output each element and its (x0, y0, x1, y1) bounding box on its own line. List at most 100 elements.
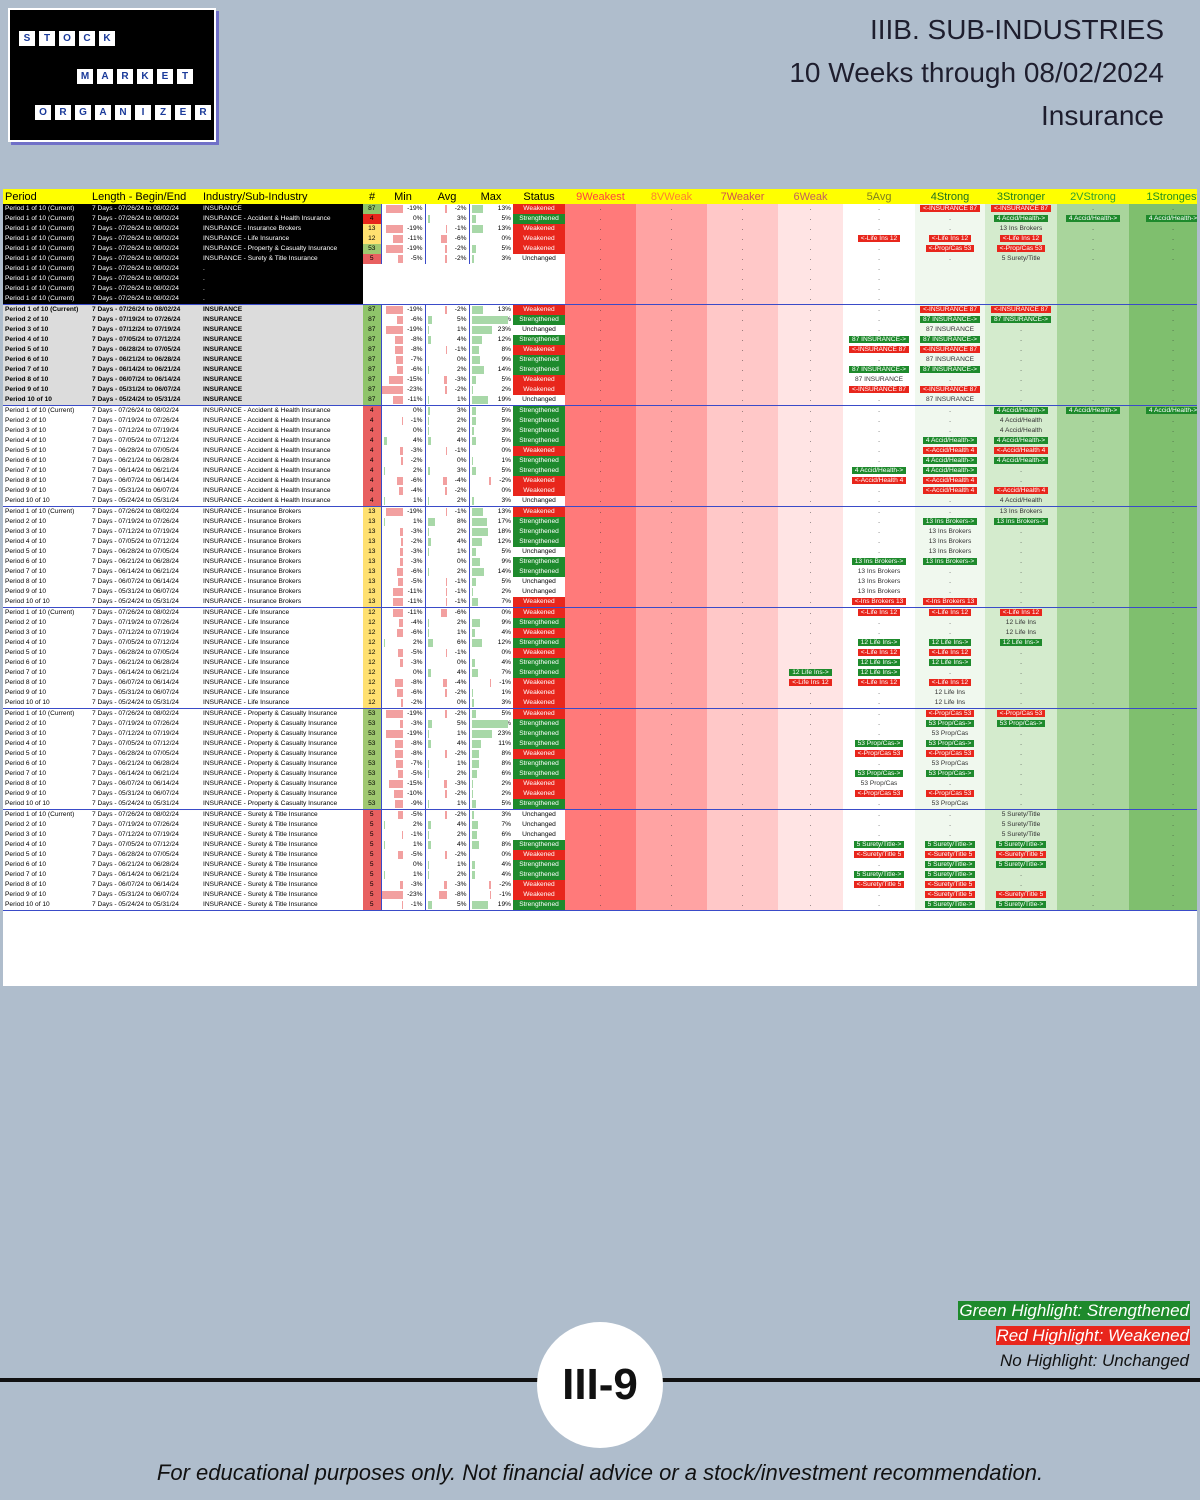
cell-avg-bar (444, 245, 447, 253)
cell-max-bar (471, 366, 484, 374)
cell-rank-1: . (1129, 719, 1197, 729)
cell-status: Strengthened (513, 668, 565, 678)
cell-status: Weakened (513, 597, 565, 608)
cell-industry: INSURANCE - Surety & Title Insurance (203, 821, 318, 828)
cell-rank-7: . (707, 638, 778, 648)
cell-avg-bar (427, 800, 429, 808)
cell-max: 12% (468, 335, 513, 345)
cell-avg: 3% (424, 466, 469, 476)
cell-avg-bar (444, 710, 447, 718)
cell-rank-7: . (707, 618, 778, 628)
cell-rank-5: . (843, 900, 915, 911)
cell-rank-3: . (985, 880, 1057, 890)
cell-rank-3 (985, 294, 1057, 305)
rank-marker: 5 Surety/Title-> (924, 901, 976, 908)
cell-length: 7 Days - 07/26/24 to 08/02/24 (90, 264, 201, 274)
cell-rank-8: . (636, 426, 707, 436)
cell-length: 7 Days - 06/14/24 to 06/21/24 (92, 669, 179, 676)
cell-industry: INSURANCE (201, 355, 363, 365)
cell-industry: INSURANCE - Accident & Health Insurance (203, 417, 331, 424)
cell-industry: INSURANCE (201, 315, 363, 325)
cell-rank-9: . (565, 739, 636, 749)
cell-rank-1: . (1129, 850, 1197, 860)
cell-rank-8: . (636, 860, 707, 870)
cell-period: Period 8 of 10 (5, 679, 47, 686)
cell-rank-9: . (565, 486, 636, 496)
cell-length: 7 Days - 07/26/24 to 08/02/24 (90, 244, 201, 254)
cell-avg: -1% (424, 587, 469, 597)
cell-count: 12 (363, 678, 381, 688)
cell-count: 4 (363, 486, 381, 496)
cell-industry: INSURANCE - Surety & Title Insurance (203, 861, 318, 868)
cell-rank-2: . (1057, 436, 1129, 446)
cell-rank-9: . (565, 729, 636, 739)
cell-rank-2: . (1057, 395, 1129, 406)
cell-min-bar (395, 750, 403, 758)
cell-rank-5: . (843, 274, 915, 284)
cell-status: Weakened (513, 678, 565, 688)
cell-rank-2: . (1057, 577, 1129, 587)
cell-max: 0% (468, 607, 513, 618)
cell-rank-3: 87 INSURANCE-> (985, 315, 1057, 325)
cell-rank-5: . (843, 799, 915, 810)
cell-rank-9: . (565, 830, 636, 840)
cell-status: Strengthened (513, 638, 565, 648)
cell-industry: INSURANCE - Surety & Title Insurance (203, 831, 318, 838)
cell-rank-9: . (565, 476, 636, 486)
cell-length: 7 Days - 07/26/24 to 08/02/24 (92, 609, 179, 616)
cell-rank-5: . (843, 416, 915, 426)
rank-marker: 12 Life Ins-> (928, 639, 972, 646)
cell-rank-4 (915, 264, 985, 274)
cell-avg-bar (444, 790, 447, 798)
cell-rank-5: . (843, 759, 915, 769)
cell-length: 7 Days - 06/07/24 to 06/14/24 (90, 375, 201, 385)
cell-rank-5: 87 INSURANCE-> (843, 365, 915, 375)
cell-min: 1% (380, 840, 425, 850)
cell-rank-7: . (707, 607, 778, 618)
cell-status: Strengthened (513, 527, 565, 537)
cell-min-bar (383, 497, 385, 505)
cell-min: -23% (380, 385, 425, 395)
cell-length: 7 Days - 05/24/24 to 05/31/24 (90, 496, 201, 507)
cell-rank-3: . (985, 537, 1057, 547)
cell-count: 5 (363, 890, 381, 900)
cell-rank-8: . (636, 405, 707, 416)
cell-rank-1: . (1129, 486, 1197, 496)
cell-max: 13% (468, 204, 513, 214)
cell-max-bar (471, 225, 484, 233)
cell-rank-7: . (707, 789, 778, 799)
rank-marker: 5 Surety/Title (1001, 255, 1041, 262)
cell-rank-4: . (915, 567, 985, 577)
cell-rank-3: 5 Surety/Title (985, 820, 1057, 830)
cell-count: 13 (363, 517, 381, 527)
cell-period: Period 2 of 10 (3, 315, 90, 325)
cell-rank-2: . (1057, 547, 1129, 557)
cell-rank-1: . (1129, 638, 1197, 648)
cell-rank-9: . (565, 244, 636, 254)
cell-avg: 4% (424, 820, 469, 830)
table-row: Period 5 of 10 7 Days - 06/28/24 to 07/05… (3, 749, 1197, 759)
cell-status: Unchanged (522, 326, 556, 333)
rank-marker: <-Surety/Title 5 (853, 851, 905, 858)
table-row: Period 2 of 10 7 Days - 07/19/24 to 07/26… (3, 517, 1197, 527)
cell-rank-1: 4 Accid/Health-> (1129, 214, 1197, 224)
cell-min: -9% (380, 799, 425, 810)
rank-marker: 87 INSURANCE (925, 326, 974, 333)
cell-period: Period 1 of 10 (Current) (3, 204, 90, 214)
cell-period: Period 4 of 10 (5, 437, 47, 444)
table-row: Period 10 of 10 7 Days - 05/24/24 to 05/3… (3, 496, 1197, 507)
cell-rank-8: . (636, 729, 707, 739)
cell-rank-7: . (707, 416, 778, 426)
rank-marker: <-Surety/Title 5 (853, 881, 905, 888)
cell-min: 2% (380, 820, 425, 830)
cell-status: Unchanged (522, 548, 556, 555)
table-row: Period 9 of 10 7 Days - 05/31/24 to 06/07… (3, 486, 1197, 496)
cell-avg: 0% (424, 355, 469, 365)
cell-avg-bar (427, 336, 432, 344)
cell-count: 12 (363, 668, 381, 678)
cell-rank-8: . (636, 345, 707, 355)
cell-rank-9: . (565, 567, 636, 577)
cell-count: 4 (363, 466, 381, 476)
cell-rank-7: . (707, 405, 778, 416)
cell-rank-1: . (1129, 880, 1197, 890)
